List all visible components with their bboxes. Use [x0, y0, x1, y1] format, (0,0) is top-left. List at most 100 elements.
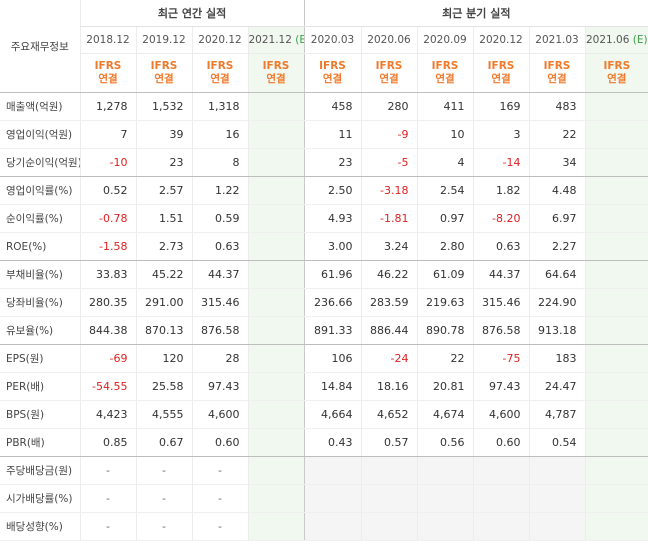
period-label: 2021.03 — [535, 34, 579, 46]
estimate-cell — [584, 204, 648, 233]
ifrs-text: IFRS — [487, 60, 515, 72]
value-cell — [528, 484, 586, 513]
row-label[interactable]: BPS(원) — [0, 400, 80, 429]
table-row: 시가배당률(%) - - - — [0, 484, 648, 513]
value-cell: 891.33 — [303, 316, 362, 345]
row-label[interactable]: 순이익률(%) — [0, 204, 80, 233]
value-cell: -9 — [360, 120, 418, 149]
estimate-cell — [584, 92, 648, 121]
value-cell: 0.60 — [472, 428, 530, 457]
table-row: PER(배) -54.55 25.58 97.43 14.84 18.16 20.81 97.… — [0, 372, 648, 401]
ifrs-consolidated-label: IFRS 연결 — [135, 53, 192, 93]
value-cell: 45.22 — [135, 260, 192, 289]
value-cell: -5 — [360, 148, 418, 177]
estimate-cell — [584, 456, 648, 485]
quarter-period-header[interactable]: 2020.12 — [472, 26, 530, 54]
row-label[interactable]: 시가배당률(%) — [0, 484, 80, 513]
quarter-title: 최근 분기 실적 — [303, 0, 648, 27]
ifrs-text: IFRS — [262, 60, 290, 72]
row-label[interactable]: 영업이익(억원) — [0, 120, 80, 149]
annual-period-header[interactable]: 2020.12 — [191, 26, 248, 54]
value-cell: 4,555 — [135, 400, 192, 429]
value-cell: 25.58 — [135, 372, 192, 401]
row-label[interactable]: 주당배당금(원) — [0, 456, 80, 485]
value-cell: 4 — [416, 148, 474, 177]
value-cell: 3.24 — [360, 232, 418, 261]
table-row: 당좌비율(%) 280.35 291.00 315.46 236.66 283.59 219… — [0, 288, 648, 317]
row-label[interactable]: ROE(%) — [0, 232, 80, 261]
estimate-cell — [247, 204, 305, 233]
value-cell: 0.60 — [191, 428, 248, 457]
consolidated-text: 연결 — [435, 73, 455, 85]
value-cell: 44.37 — [191, 260, 248, 289]
quarter-period-header[interactable]: 2020.03 — [303, 26, 362, 54]
estimate-cell — [584, 176, 648, 205]
value-cell: -75 — [472, 344, 530, 373]
value-cell: 1,318 — [191, 92, 248, 121]
value-cell: 0.85 — [79, 428, 136, 457]
row-label[interactable]: 영업이익률(%) — [0, 176, 80, 205]
estimate-cell — [247, 176, 305, 205]
value-cell: 0.57 — [360, 428, 418, 457]
row-label[interactable]: 배당성향(%) — [0, 512, 80, 541]
period-label: 2018.12 — [86, 34, 130, 46]
value-cell: 1,278 — [79, 92, 136, 121]
consolidated-text: 연결 — [607, 73, 627, 85]
row-label[interactable]: EPS(원) — [0, 344, 80, 373]
value-cell: 870.13 — [135, 316, 192, 345]
table-row: 유보율(%) 844.38 870.13 876.58 891.33 886.44 890.… — [0, 316, 648, 345]
row-label[interactable]: 당좌비율(%) — [0, 288, 80, 317]
ifrs-text: IFRS — [603, 60, 631, 72]
quarter-period-header[interactable]: 2020.09 — [416, 26, 474, 54]
value-cell: 4,600 — [472, 400, 530, 429]
value-cell: 876.58 — [191, 316, 248, 345]
row-label[interactable]: 당기순이익(억원) — [0, 148, 80, 177]
value-cell: -54.55 — [79, 372, 136, 401]
ifrs-consolidated-label: IFRS 연결 — [247, 53, 305, 93]
ifrs-text: IFRS — [150, 60, 178, 72]
table-row: EPS(원) -69 120 28 106 -24 22 -75 183 — [0, 344, 648, 373]
annual-period-header[interactable]: 2021.12 (E) — [247, 26, 305, 54]
ifrs-text: IFRS — [94, 60, 122, 72]
estimate-cell — [584, 372, 648, 401]
value-cell: - — [79, 512, 136, 541]
value-cell: 18.16 — [360, 372, 418, 401]
value-cell: 0.63 — [191, 232, 248, 261]
value-cell: 1.51 — [135, 204, 192, 233]
value-cell: - — [191, 484, 248, 513]
annual-period-header[interactable]: 2018.12 — [79, 26, 136, 54]
row-label[interactable]: PER(배) — [0, 372, 80, 401]
row-label[interactable]: 부채비율(%) — [0, 260, 80, 289]
value-cell: 61.96 — [303, 260, 362, 289]
value-cell: 0.56 — [416, 428, 474, 457]
estimate-cell — [584, 512, 648, 541]
row-label[interactable]: 매출액(억원) — [0, 92, 80, 121]
row-label[interactable]: PBR(배) — [0, 428, 80, 457]
annual-period-header[interactable]: 2019.12 — [135, 26, 192, 54]
value-cell: 4.93 — [303, 204, 362, 233]
value-cell — [416, 512, 474, 541]
table-row: 주당배당금(원) - - - — [0, 456, 648, 485]
consolidated-text: 연결 — [98, 73, 118, 85]
value-cell: 64.64 — [528, 260, 586, 289]
quarter-period-header[interactable]: 2021.03 — [528, 26, 586, 54]
value-cell — [360, 484, 418, 513]
value-cell: 4,423 — [79, 400, 136, 429]
value-cell: 0.52 — [79, 176, 136, 205]
row-label[interactable]: 유보율(%) — [0, 316, 80, 345]
quarter-period-header[interactable]: 2021.06 (E) — [584, 26, 648, 54]
ifrs-consolidated-label: IFRS 연결 — [528, 53, 586, 93]
corner-label: 주요재무정보 — [0, 0, 80, 93]
value-cell: 0.43 — [303, 428, 362, 457]
value-cell: 3 — [472, 120, 530, 149]
value-cell — [528, 456, 586, 485]
quarter-period-header[interactable]: 2020.06 — [360, 26, 418, 54]
value-cell: 876.58 — [472, 316, 530, 345]
value-cell: 20.81 — [416, 372, 474, 401]
value-cell: 2.27 — [528, 232, 586, 261]
value-cell: 2.50 — [303, 176, 362, 205]
value-cell — [416, 484, 474, 513]
period-label: 2020.09 — [423, 34, 467, 46]
value-cell: - — [79, 484, 136, 513]
